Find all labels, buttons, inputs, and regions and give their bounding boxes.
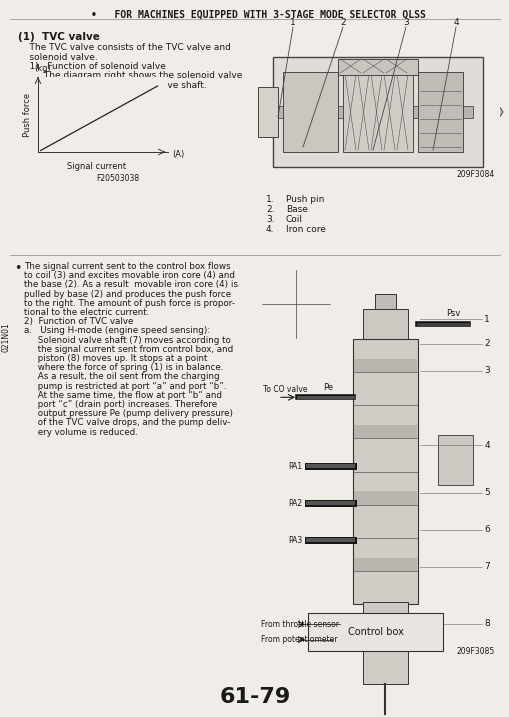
Bar bbox=[362, 646, 407, 684]
Bar bbox=[374, 294, 395, 309]
Bar bbox=[258, 259, 499, 659]
Text: Solenoid valve shaft (7) moves according to: Solenoid valve shaft (7) moves according… bbox=[24, 336, 231, 345]
Text: Coil: Coil bbox=[286, 215, 302, 224]
Text: The diagram right shows the solenoid valve: The diagram right shows the solenoid val… bbox=[18, 72, 242, 80]
Text: PA2: PA2 bbox=[288, 499, 301, 508]
Text: the signal current sent from control box, and: the signal current sent from control box… bbox=[24, 345, 233, 353]
Text: 4: 4 bbox=[453, 18, 458, 27]
Wedge shape bbox=[295, 304, 313, 321]
Text: pump is restricted at port “a” and port “b”.: pump is restricted at port “a” and port … bbox=[24, 381, 226, 391]
Text: 1: 1 bbox=[290, 18, 295, 27]
Circle shape bbox=[280, 526, 308, 554]
Text: The TVC valve consists of the TVC valve and: The TVC valve consists of the TVC valve … bbox=[18, 43, 231, 52]
Text: PA3: PA3 bbox=[287, 536, 301, 545]
Bar bbox=[258, 32, 499, 187]
Text: 3: 3 bbox=[484, 366, 489, 375]
Bar bbox=[437, 435, 472, 485]
Bar bbox=[282, 72, 337, 152]
Text: Push pin: Push pin bbox=[286, 195, 324, 204]
Circle shape bbox=[280, 489, 308, 517]
Text: 3: 3 bbox=[402, 18, 408, 27]
Text: The signal current sent to the control box flows: The signal current sent to the control b… bbox=[24, 262, 230, 271]
Text: piston (8) moves up. It stops at a point: piston (8) moves up. It stops at a point bbox=[24, 354, 207, 363]
Text: 4.: 4. bbox=[266, 225, 274, 234]
Text: 7: 7 bbox=[484, 562, 489, 571]
Text: a.   Using H-mode (engine speed sensing):: a. Using H-mode (engine speed sensing): bbox=[24, 326, 210, 336]
Text: PA1: PA1 bbox=[288, 462, 301, 470]
Bar bbox=[337, 59, 417, 75]
Bar bbox=[272, 57, 482, 167]
Text: 1)   Function of solenoid valve: 1) Function of solenoid valve bbox=[18, 62, 165, 71]
Text: 2: 2 bbox=[340, 18, 345, 27]
Bar bbox=[307, 613, 442, 651]
Text: 2.: 2. bbox=[266, 205, 274, 214]
Text: ery volume is reduced.: ery volume is reduced. bbox=[24, 427, 137, 437]
Text: of the TVC valve drops, and the pump deliv-: of the TVC valve drops, and the pump del… bbox=[24, 419, 230, 427]
Text: Iron core: Iron core bbox=[286, 225, 325, 234]
Text: 4: 4 bbox=[484, 440, 489, 450]
Bar bbox=[353, 558, 416, 571]
Text: 021N01: 021N01 bbox=[2, 322, 11, 352]
Text: 209F3084: 209F3084 bbox=[456, 170, 494, 179]
Text: •: • bbox=[14, 262, 21, 275]
Bar bbox=[362, 602, 407, 644]
Text: (A): (A) bbox=[172, 150, 184, 158]
Text: to the right. The amount of push force is propor-: to the right. The amount of push force i… bbox=[24, 299, 235, 308]
Text: Pe: Pe bbox=[322, 384, 332, 392]
Text: (kg): (kg) bbox=[34, 64, 51, 73]
Text: •   FOR MACHINES EQUIPPED WITH 3-STAGE MODE SELECTOR OLSS: • FOR MACHINES EQUIPPED WITH 3-STAGE MOD… bbox=[91, 10, 425, 20]
Text: tional to the electric current.: tional to the electric current. bbox=[24, 308, 149, 317]
Text: Base: Base bbox=[286, 205, 307, 214]
Text: (1)  TVC valve: (1) TVC valve bbox=[18, 32, 100, 42]
Text: 6: 6 bbox=[484, 526, 489, 534]
Text: pulled by base (2) and produces the push force: pulled by base (2) and produces the push… bbox=[24, 290, 231, 298]
Text: 5: 5 bbox=[484, 488, 489, 497]
Text: Psv: Psv bbox=[445, 309, 459, 318]
Bar bbox=[343, 72, 412, 152]
Circle shape bbox=[280, 452, 308, 480]
Text: As a result, the oil sent from the charging: As a result, the oil sent from the charg… bbox=[24, 372, 219, 381]
Text: solenoid valve.: solenoid valve. bbox=[18, 52, 98, 62]
Text: 209F3085: 209F3085 bbox=[456, 647, 494, 656]
Bar bbox=[362, 309, 407, 339]
Bar bbox=[352, 339, 417, 604]
Bar bbox=[258, 87, 277, 137]
Text: the base (2). As a result  movable iron core (4) is: the base (2). As a result movable iron c… bbox=[24, 280, 238, 290]
Text: 1.: 1. bbox=[266, 195, 274, 204]
Text: F20503038: F20503038 bbox=[96, 174, 139, 183]
Bar bbox=[353, 359, 416, 372]
Text: to coil (3) and excites movable iron core (4) and: to coil (3) and excites movable iron cor… bbox=[24, 271, 235, 280]
Wedge shape bbox=[278, 287, 295, 304]
Text: 2)  Function of TVC valve: 2) Function of TVC valve bbox=[24, 317, 133, 326]
Text: From potentiometer: From potentiometer bbox=[261, 635, 337, 644]
Text: At the same time, the flow at port “b” and: At the same time, the flow at port “b” a… bbox=[24, 391, 221, 400]
Bar bbox=[353, 425, 416, 438]
Text: 3.: 3. bbox=[266, 215, 274, 224]
Text: Signal current: Signal current bbox=[67, 162, 126, 171]
Bar bbox=[353, 491, 416, 505]
Text: Control box: Control box bbox=[347, 627, 403, 637]
Text: To CO valve: To CO valve bbox=[263, 385, 307, 394]
Polygon shape bbox=[482, 82, 502, 142]
Bar bbox=[417, 72, 462, 152]
Text: 2: 2 bbox=[484, 340, 489, 348]
Text: Push force: Push force bbox=[23, 92, 33, 136]
Text: From throttle sensor: From throttle sensor bbox=[261, 620, 338, 629]
Circle shape bbox=[467, 314, 487, 334]
Text: 8: 8 bbox=[484, 619, 489, 629]
Text: output pressure Pe (pump delivery pressure): output pressure Pe (pump delivery pressu… bbox=[24, 409, 233, 418]
Text: which actuates the TVC valve shaft.: which actuates the TVC valve shaft. bbox=[18, 81, 206, 90]
Text: 61-79: 61-79 bbox=[219, 687, 290, 707]
Circle shape bbox=[277, 286, 314, 322]
Bar bbox=[277, 106, 472, 118]
Circle shape bbox=[261, 269, 330, 339]
Text: 1: 1 bbox=[484, 315, 489, 323]
Text: port “c” (drain port) increases. Therefore: port “c” (drain port) increases. Therefo… bbox=[24, 400, 217, 409]
Text: where the force of spring (1) is in balance.: where the force of spring (1) is in bala… bbox=[24, 364, 223, 372]
